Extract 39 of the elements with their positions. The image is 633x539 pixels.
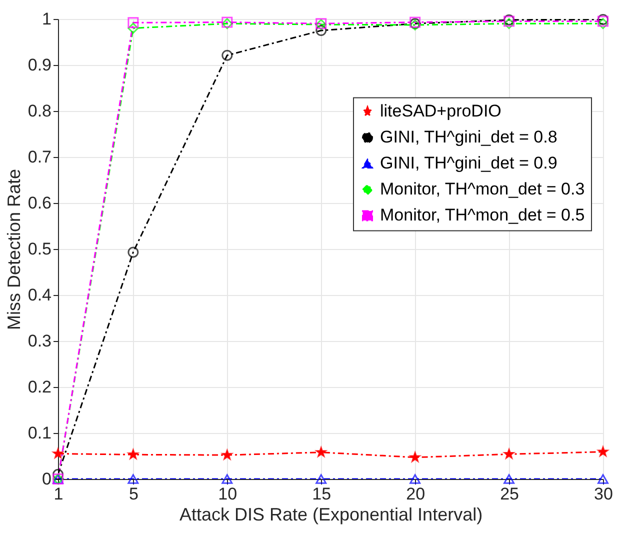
x-tick-label: 10	[218, 484, 238, 504]
y-tick-label: 0.4	[28, 286, 52, 304]
x-tick-label: 30	[594, 484, 613, 504]
legend-label: Monitor, TH^mon_det = 0.5	[380, 206, 585, 225]
point	[222, 474, 233, 484]
x-tick-label: 1	[54, 484, 64, 504]
y-axis-title: Miss Detection Rate	[4, 168, 24, 330]
point	[128, 22, 139, 34]
point	[504, 474, 515, 484]
y-tick-label: 0.3	[28, 332, 52, 350]
legend-label: Monitor, TH^mon_det = 0.3	[380, 180, 585, 199]
point	[504, 18, 515, 30]
legend-label: GINI, TH^gini_det = 0.8	[380, 128, 558, 147]
point	[222, 50, 233, 61]
point	[598, 474, 608, 484]
y-tick-label: 0.6	[28, 194, 52, 212]
point	[410, 474, 421, 484]
point	[128, 17, 139, 28]
x-tick-label: 20	[406, 484, 426, 504]
x-axis-title: Attack DIS Rate (Exponential Interval)	[179, 504, 483, 524]
y-tick-label: 1	[42, 10, 52, 28]
y-tick-label: 0.9	[28, 56, 52, 74]
y-tick-label: 0.2	[28, 378, 52, 396]
point	[316, 25, 327, 36]
legend-label: GINI, TH^gini_det = 0.9	[380, 154, 558, 173]
point	[128, 246, 139, 258]
point	[128, 474, 139, 484]
y-tick-label: 0.7	[28, 148, 52, 166]
legend-label: liteSAD+proDIO	[380, 102, 502, 121]
y-tick-label: 0	[42, 470, 52, 488]
point	[316, 474, 327, 484]
y-tick-label: 0.5	[28, 240, 52, 258]
point	[52, 468, 64, 480]
x-tick-label: 5	[128, 484, 138, 504]
y-tick-label: 0.1	[28, 424, 52, 442]
y-tick-label: 0.8	[28, 102, 52, 120]
x-tick-label: 15	[312, 484, 332, 504]
x-tick-label: 25	[500, 484, 519, 504]
point	[598, 18, 608, 30]
